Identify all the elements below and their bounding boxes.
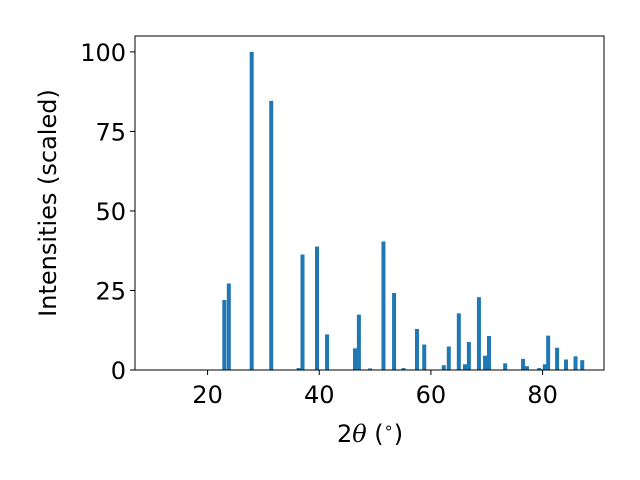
- bar-peak-26: [524, 366, 529, 370]
- bar-peak-9: [356, 314, 361, 370]
- y-axis-ticks: 0 25 50 75 100: [80, 39, 135, 385]
- bar-peak-13: [401, 368, 406, 370]
- bar-peak-32: [573, 356, 578, 370]
- bar-peak-8: [352, 348, 357, 370]
- bar-peak-10: [368, 368, 373, 370]
- y-tick-label-1: 25: [95, 277, 126, 305]
- bar-peak-29: [546, 335, 551, 370]
- x-tick-label-1: 40: [304, 381, 335, 409]
- bar-peak-25: [521, 358, 526, 370]
- x-axis-label: 2θ (∘): [337, 418, 403, 448]
- x-axis-label-open: (: [367, 420, 384, 448]
- theta-symbol: θ: [352, 420, 367, 448]
- bar-peak-22: [483, 355, 488, 370]
- x-tick-label-3: 80: [527, 381, 558, 409]
- bar-peak-31: [564, 359, 569, 370]
- x-tick-label-0: 20: [192, 381, 223, 409]
- bar-peak-21: [476, 297, 481, 370]
- bar-peak-12: [392, 293, 397, 370]
- x-axis-label-prefix: 2: [337, 420, 352, 448]
- bar-peak-2: [249, 51, 254, 371]
- bars-group: [222, 51, 585, 371]
- bar-peak-20: [466, 342, 471, 370]
- x-axis-ticks: 20 40 60 80: [192, 370, 558, 409]
- y-axis-label: Intensities (scaled): [34, 89, 62, 317]
- bar-peak-1: [226, 283, 231, 370]
- bar-peak-15: [422, 344, 427, 370]
- bar-peak-18: [456, 313, 461, 370]
- y-tick-label-3: 75: [95, 118, 126, 146]
- bar-peak-16: [441, 365, 446, 370]
- bar-peak-30: [555, 347, 560, 370]
- y-tick-label-4: 100: [80, 39, 126, 67]
- bar-peak-33: [580, 360, 585, 370]
- plot-frame: [134, 35, 605, 371]
- degree-symbol: ∘: [384, 418, 394, 437]
- bar-peak-5: [300, 254, 305, 370]
- bar-peak-3: [269, 100, 274, 370]
- bar-peak-7: [325, 334, 330, 370]
- bar-peak-0: [222, 300, 227, 370]
- bar-peak-17: [446, 346, 451, 370]
- x-tick-label-2: 60: [416, 381, 447, 409]
- x-axis-label-close: ): [394, 420, 403, 448]
- bar-peak-6: [315, 246, 320, 370]
- bar-peak-14: [414, 328, 419, 370]
- bar-peak-27: [537, 368, 542, 370]
- bar-peak-24: [503, 363, 508, 370]
- bar-peak-4: [296, 368, 301, 370]
- y-tick-label-0: 0: [111, 357, 126, 385]
- bar-peak-28: [542, 364, 547, 370]
- bar-peak-11: [381, 241, 386, 370]
- bar-peak-23: [486, 335, 491, 370]
- y-tick-label-2: 50: [95, 198, 126, 226]
- bar-peak-19: [462, 364, 467, 370]
